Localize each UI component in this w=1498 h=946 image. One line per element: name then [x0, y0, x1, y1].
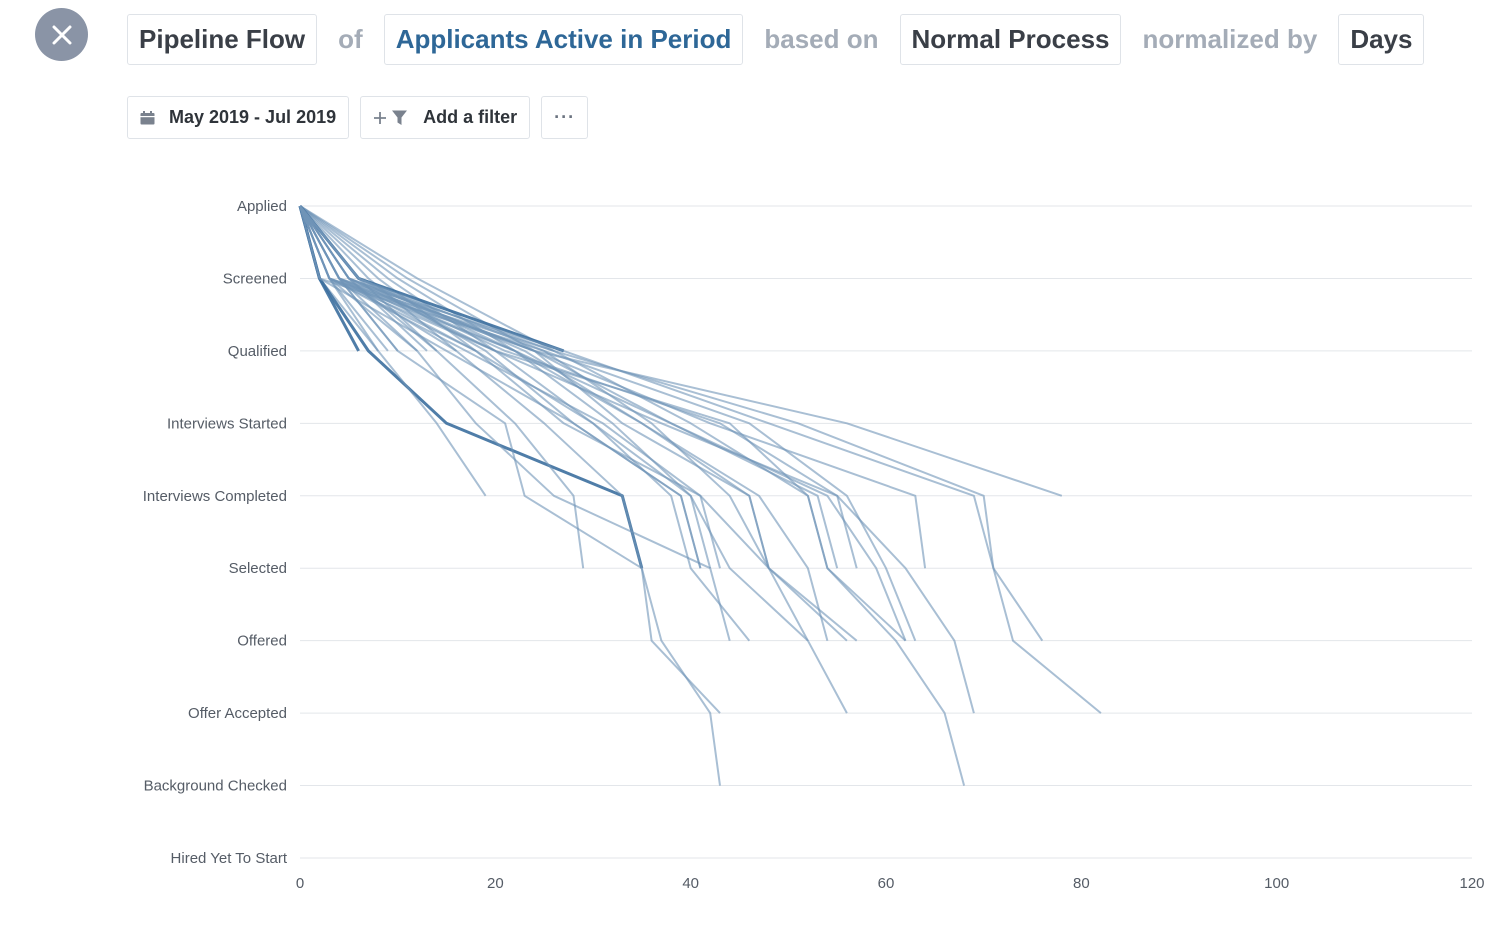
unit-selector[interactable]: Days — [1338, 14, 1425, 65]
y-tick-label: Screened — [223, 270, 287, 287]
y-tick-label: Hired Yet To Start — [171, 850, 288, 867]
x-tick-label: 80 — [1073, 875, 1090, 892]
normalized-by-connector: normalized by — [1142, 24, 1318, 54]
applicant-path-line — [299, 205, 721, 569]
filter-icon — [373, 109, 409, 127]
x-tick-label: 120 — [1459, 875, 1484, 892]
series-lines — [298, 205, 1102, 786]
toolbar: May 2019 - Jul 2019 Add a filter ··· — [127, 96, 589, 139]
based-on-connector: based on — [764, 24, 879, 54]
x-tick-label: 100 — [1264, 875, 1289, 892]
y-tick-label: Background Checked — [144, 778, 287, 795]
y-tick-label: Interviews Started — [167, 415, 287, 432]
y-tick-label: Applied — [237, 198, 287, 215]
population-selector[interactable]: Applicants Active in Period — [383, 14, 744, 65]
calendar-icon — [140, 110, 155, 125]
applicant-path-line — [299, 205, 975, 714]
x-axis-labels: 0 20 40 60 80 100 120 — [296, 875, 1485, 892]
y-tick-label: Interviews Completed — [143, 488, 287, 505]
applicant-path-line — [299, 205, 555, 352]
applicant-path-line — [299, 205, 858, 569]
date-range-label: May 2019 - Jul 2019 — [169, 107, 337, 127]
x-tick-label: 0 — [296, 875, 304, 892]
x-tick-label: 20 — [487, 875, 504, 892]
applicant-path-line — [299, 205, 702, 569]
y-tick-label: Offer Accepted — [188, 705, 287, 722]
close-icon — [52, 25, 72, 45]
add-filter-label: Add a filter — [423, 107, 518, 127]
more-options-button[interactable]: ··· — [541, 96, 589, 139]
x-tick-label: 60 — [878, 875, 895, 892]
y-tick-label: Selected — [229, 560, 287, 577]
y-tick-label: Qualified — [228, 343, 287, 360]
query-builder: Pipeline Flow of Applicants Active in Pe… — [127, 14, 1425, 65]
y-axis-labels: Applied Screened Qualified Interviews Start… — [143, 198, 288, 867]
pipeline-flow-chart: Applied Screened Qualified Interviews Start… — [143, 198, 1485, 892]
y-tick-label: Offered — [237, 633, 287, 650]
metric-selector[interactable]: Pipeline Flow — [127, 14, 318, 65]
applicant-path-line — [299, 205, 496, 352]
process-selector[interactable]: Normal Process — [899, 14, 1122, 65]
add-filter-button[interactable]: Add a filter — [360, 96, 531, 139]
date-range-button[interactable]: May 2019 - Jul 2019 — [127, 96, 350, 139]
of-connector: of — [338, 24, 363, 54]
x-tick-label: 40 — [682, 875, 699, 892]
more-options-label: ··· — [554, 107, 576, 127]
applicant-path-line — [299, 205, 829, 641]
close-button[interactable] — [35, 8, 88, 61]
gridlines — [300, 205, 1472, 859]
